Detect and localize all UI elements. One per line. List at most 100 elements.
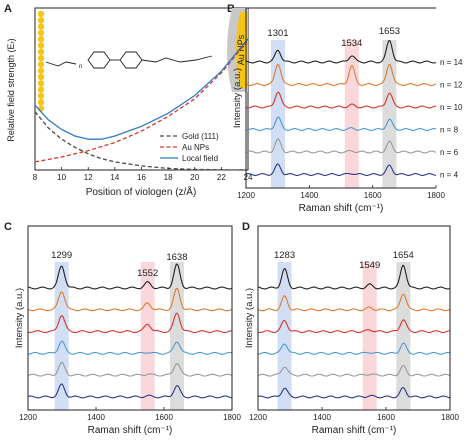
spectrum-trace-0 xyxy=(257,264,451,290)
spectrum-trace-2 xyxy=(27,312,232,334)
spectrum-trace-5 xyxy=(257,387,451,399)
x-tick-label: 10 xyxy=(57,173,66,182)
x-tick-label: 1400 xyxy=(87,413,105,422)
gold-atom xyxy=(37,99,45,106)
x-tick-label: 1600 xyxy=(364,191,382,200)
panel-a-frame xyxy=(34,7,249,171)
panel-a: Au NPs n 8 10 12 14 16 18 20 22 24 Position of v… xyxy=(6,7,253,198)
peak-label: 1549 xyxy=(359,260,380,271)
peak-band xyxy=(270,40,285,188)
x-tick-label: 1600 xyxy=(377,413,395,422)
gold-atom xyxy=(37,67,45,74)
gold-surface xyxy=(37,10,45,112)
peak-label: 1552 xyxy=(137,268,158,279)
series-line-0 xyxy=(34,111,249,171)
spectrum-trace-4 xyxy=(245,138,437,154)
spectrum-trace-1 xyxy=(245,64,437,86)
peak-band xyxy=(277,262,292,410)
peak-band xyxy=(344,40,359,188)
series-label: n = 12 xyxy=(440,81,463,90)
peak-label: 1653 xyxy=(379,26,400,37)
x-tick-label: 1200 xyxy=(249,413,267,422)
x-tick-label: 1800 xyxy=(427,191,445,200)
series-label: n = 4 xyxy=(440,171,459,180)
legend-label: Gold (111) xyxy=(182,132,219,141)
panel-letter-d: D xyxy=(242,221,250,233)
x-tick-label: 1800 xyxy=(441,413,459,422)
gold-atom xyxy=(37,86,45,93)
peak-band xyxy=(396,262,411,410)
peak-label: 1534 xyxy=(341,38,362,49)
series-label: n = 14 xyxy=(440,58,463,67)
legend: Gold (111) Au NPs Local field xyxy=(160,132,219,163)
gold-atom xyxy=(37,23,45,30)
spectrum-trace-0 xyxy=(245,39,437,64)
series-label: n = 8 xyxy=(440,126,459,135)
x-tick-label: 1600 xyxy=(155,413,173,422)
panel-frame xyxy=(27,225,233,411)
x-tick-label: 20 xyxy=(190,173,199,182)
x-axis-label: Raman shift (cm⁻¹) xyxy=(312,425,397,436)
panel-frame xyxy=(257,225,451,411)
peak-label: 1299 xyxy=(51,250,72,261)
series-label: n = 10 xyxy=(440,103,463,112)
peak-label: 1301 xyxy=(267,28,288,39)
spectrum-trace-3 xyxy=(245,116,437,131)
peak-label: 1283 xyxy=(274,250,295,261)
y-axis-label: Intensity (a.u.) xyxy=(244,288,255,348)
peak-band xyxy=(362,262,377,410)
x-tick-label: 1200 xyxy=(19,413,37,422)
x-tick-label: 12 xyxy=(84,173,93,182)
spectrum-trace-0 xyxy=(27,263,233,290)
legend-label: Local field xyxy=(182,154,218,163)
x-tick-label: 8 xyxy=(33,173,38,182)
spectrum-trace-2 xyxy=(245,91,437,109)
spectrum-trace-3 xyxy=(28,340,233,355)
spectrum-trace-3 xyxy=(258,342,451,355)
peak-band xyxy=(54,262,69,410)
x-tick-label: 24 xyxy=(244,173,253,182)
series-label: n = 6 xyxy=(440,148,459,157)
gold-atom xyxy=(37,10,45,18)
gold-atom xyxy=(37,17,45,24)
gold-atom xyxy=(37,54,45,62)
x-tick-label: 18 xyxy=(164,173,173,182)
viologen-molecule xyxy=(45,51,213,69)
n-label: n xyxy=(79,64,82,70)
peak-band xyxy=(382,40,397,188)
spectrum-trace-1 xyxy=(27,287,233,312)
spectrum-trace-2 xyxy=(257,319,450,334)
panel-frame xyxy=(245,7,436,189)
panel-letter-a: A xyxy=(4,3,12,15)
gold-atom xyxy=(37,42,45,49)
y-axis-label: Intensity (a.u.) xyxy=(14,288,25,348)
panel-d: 1283 1549 1654 1200 1400 1600 1800 Raman shift … xyxy=(244,225,459,436)
gold-atom xyxy=(37,29,45,37)
x-tick-label: 1200 xyxy=(237,191,255,200)
spectrum-trace-5 xyxy=(245,163,437,176)
gold-atom xyxy=(37,61,45,68)
y-axis-label: Intensity (a.u.) xyxy=(232,68,243,128)
panel-b: n = 14 n = 12 n = 10 n = 8 n = 6 n = 4 1301 153… xyxy=(232,7,463,214)
x-tick-label: 22 xyxy=(217,173,226,182)
x-tick-label: 1800 xyxy=(223,413,241,422)
series-line-1 xyxy=(34,39,249,163)
peak-band xyxy=(169,262,184,410)
series-line-2 xyxy=(34,38,249,140)
gold-atom xyxy=(37,36,45,43)
gold-atom xyxy=(37,80,45,87)
panel-letter-b: B xyxy=(227,3,235,15)
x-tick-label: 14 xyxy=(110,173,119,182)
gold-atom xyxy=(37,92,45,100)
gold-atom xyxy=(37,48,45,55)
panel-c: 1299 1552 1638 1200 1400 1600 1800 Raman shift … xyxy=(14,225,241,436)
au-np-core xyxy=(236,12,248,88)
spectrum-trace-4 xyxy=(27,361,233,377)
panel-a-xlabel: Position of viologen (z/Å) xyxy=(86,185,197,198)
x-axis-label: Raman shift (cm⁻¹) xyxy=(88,425,173,436)
x-tick-label: 1400 xyxy=(300,191,318,200)
spectrum-trace-4 xyxy=(257,364,451,377)
panel-a-ylabel: Relative field strength (Eᵣ) xyxy=(6,38,16,141)
peak-label: 1638 xyxy=(166,252,187,263)
